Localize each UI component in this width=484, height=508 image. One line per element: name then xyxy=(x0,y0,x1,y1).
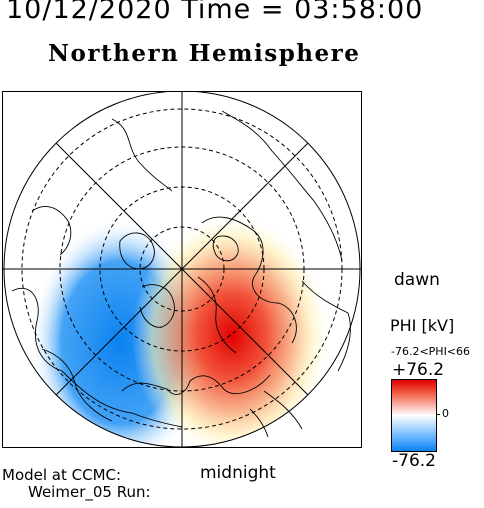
colorbar xyxy=(391,379,437,452)
polar-map-svg xyxy=(2,90,362,448)
meridian-lines xyxy=(2,91,362,448)
colorbar-zero-tick xyxy=(436,414,440,415)
hemisphere-title: Northern Hemisphere xyxy=(48,40,361,67)
coastlines xyxy=(11,110,351,438)
colorbar-title: PHI [kV] xyxy=(390,316,455,335)
colorbar-max-label: +76.2 xyxy=(392,360,445,380)
model-line: Model at CCMC: xyxy=(2,466,122,484)
colorbar-zero-label: 0 xyxy=(442,407,449,420)
colorbar-min-label: -76.2 xyxy=(392,451,436,471)
run-line: Weimer_05 Run: xyxy=(28,483,151,501)
polar-map xyxy=(2,90,362,448)
dawn-label: dawn xyxy=(394,270,440,290)
midnight-label: midnight xyxy=(200,463,276,483)
date-time-title: 10/12/2020 Time = 03:58:00 xyxy=(6,0,424,25)
colorbar-range-text: -76.2<PHI<66 xyxy=(391,345,471,358)
